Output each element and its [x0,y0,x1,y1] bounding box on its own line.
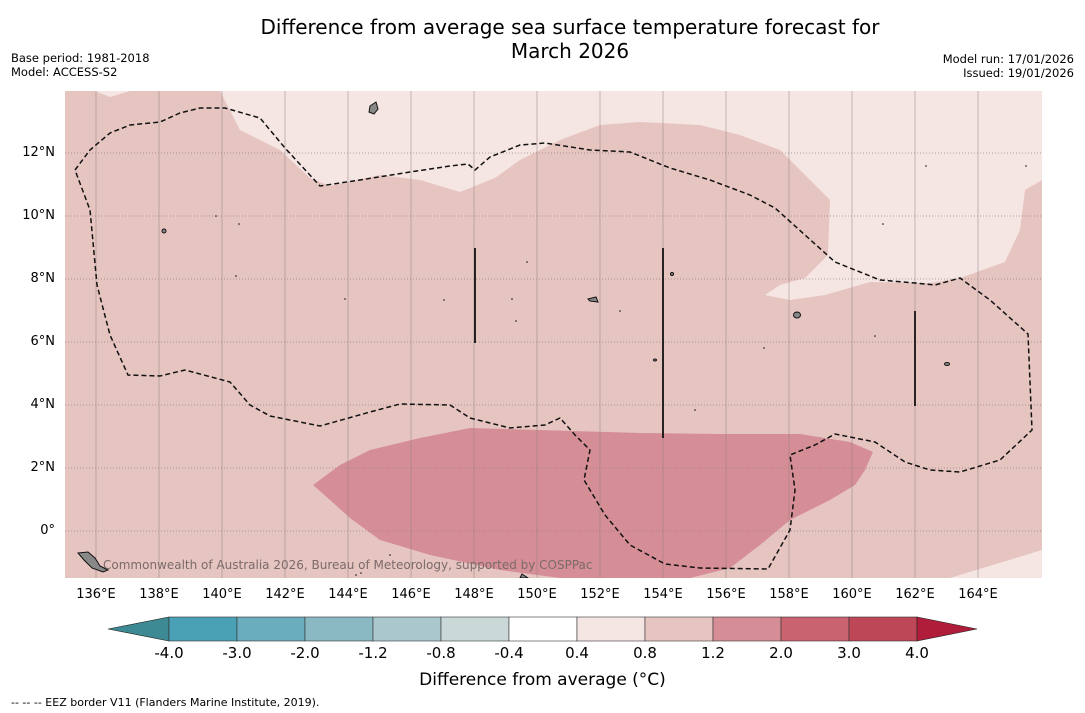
lon-label: 154°E [643,587,683,602]
lon-label: 152°E [580,587,620,602]
anomaly-region-1.2-2.0 [313,428,873,578]
colorbar-tick-label: -1.2 [358,644,388,662]
map-title-line1: Difference from average sea surface temp… [260,15,880,39]
lat-label: 12°N [22,145,55,160]
colorbar-tick-label: 4.0 [905,644,929,662]
colorbar-segment [508,616,578,642]
map-title-line2: March 2026 [510,39,630,63]
islands [76,101,950,578]
lon-label: 164°E [958,587,998,602]
colorbar-tick-label: 1.2 [701,644,725,662]
lon-label: 140°E [202,587,242,602]
colorbar-segment [304,616,374,642]
colorbar-under-arrow [107,616,170,642]
colorbar-segment [372,616,442,642]
lat-label: 0° [40,523,55,538]
model-name: Model: ACCESS-S2 [11,65,118,79]
colorbar-over-arrow [916,616,978,642]
lon-label: 148°E [454,587,494,602]
anomaly-region-0.4-0.8-north [220,91,1042,300]
lat-label: 2°N [30,460,56,475]
colorbar-tick-label: 2.0 [769,644,793,662]
colorbar-segment [712,616,782,642]
colorbar-label: Difference from average (°C) [419,670,666,690]
lon-label: 162°E [895,587,935,602]
lat-label: 6°N [30,334,56,349]
model-run: Model run: 17/01/2026 [942,52,1074,66]
colorbar-segment [780,616,850,642]
colorbar [107,616,978,642]
lon-label: 160°E [832,587,872,602]
map-area [65,91,1042,578]
lon-label: 142°E [265,587,305,602]
lon-label: 156°E [706,587,746,602]
lon-label: 136°E [76,587,116,602]
colorbar-tick-label: 3.0 [837,644,861,662]
lon-label: 144°E [328,587,368,602]
lat-label: 4°N [30,397,56,412]
colorbar-segment [576,616,646,642]
map-title: Difference from average sea surface temp… [170,15,970,63]
anomaly-region-0.4-0.8-south [950,550,1042,578]
lon-label: 146°E [391,587,431,602]
boundary-lines [474,248,916,438]
colorbar-tick-label: 0.8 [633,644,657,662]
colorbar-tick-label: -4.0 [154,644,184,662]
tiny-islands [215,165,1027,576]
lat-label: 8°N [30,271,56,286]
colorbar-segment [848,616,918,642]
issued-date: Issued: 19/01/2026 [963,66,1074,80]
colorbar-tick-label: -3.0 [222,644,252,662]
eez-footnote: -- -- -- EEZ border V11 (Flanders Marine… [11,696,320,709]
colorbar-tick-label: -0.4 [494,644,524,662]
colorbar-segment [168,616,238,642]
colorbar-tick-label: -2.0 [290,644,320,662]
copyright-notice: Commonwealth of Australia 2026, Bureau o… [103,558,593,572]
colorbar-segment [644,616,714,642]
colorbar-segment [236,616,306,642]
colorbar-tick-label: -0.8 [426,644,456,662]
meta-right: Model run: 17/01/2026 Issued: 19/01/2026 [943,52,1074,80]
parallel-lines [65,152,1042,532]
base-period: Base period: 1981-2018 [11,51,150,65]
meta-left: Base period: 1981-2018 Model: ACCESS-S2 [11,51,150,79]
lat-label: 10°N [22,208,55,223]
lon-label: 138°E [139,587,179,602]
lon-label: 150°E [517,587,557,602]
eez-borders [74,107,1033,570]
colorbar-segment [440,616,510,642]
colorbar-tick-label: 0.4 [565,644,589,662]
lon-label: 158°E [769,587,809,602]
anomaly-region-0.4-0.8-corner [95,91,130,97]
